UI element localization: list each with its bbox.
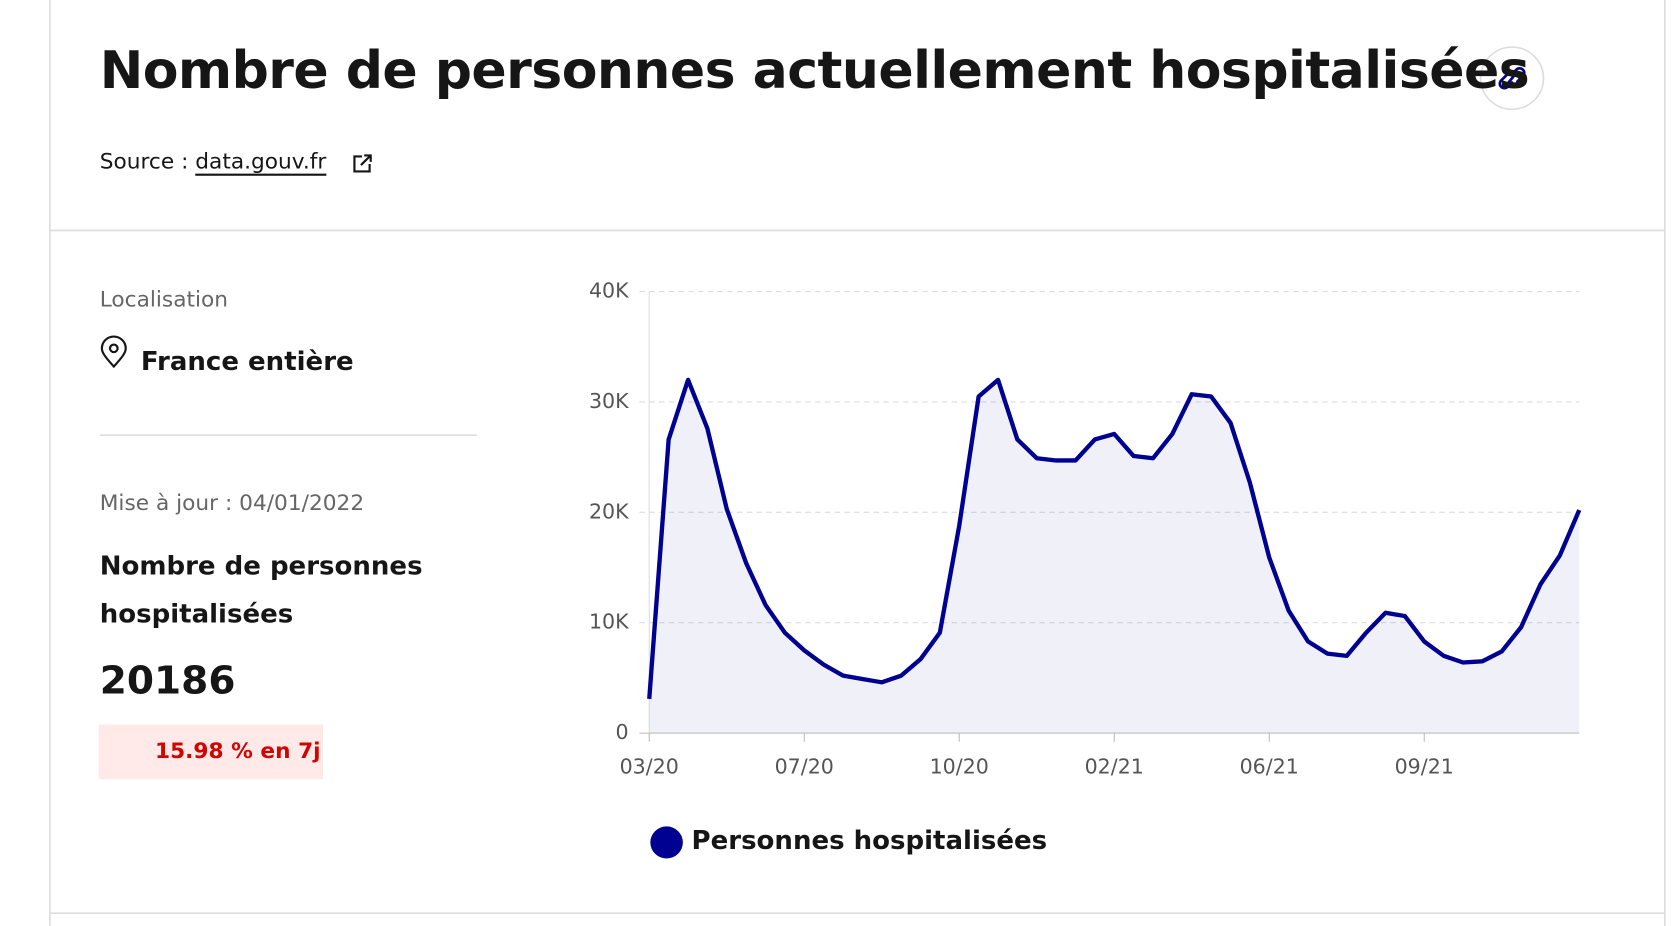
y-tick-label: 40K <box>589 279 629 303</box>
line <box>647 377 1582 700</box>
pin-icon <box>100 335 127 369</box>
x-tick-label: 07/20 <box>775 754 834 778</box>
x-tick-label: 09/21 <box>1395 754 1454 778</box>
trend: 15.98 % en 7j <box>154 737 321 764</box>
source-label: Source : <box>99 147 189 174</box>
y-tick-label: 0 <box>616 720 629 744</box>
indicator-label: Nombre de personnes hospitalisées <box>99 550 423 630</box>
location[interactable]: France entière <box>140 346 354 377</box>
legend-marker <box>650 826 683 859</box>
area <box>649 379 1580 734</box>
source-link[interactable]: data.gouv.fr <box>195 147 327 174</box>
page-title: Nombre de personnes actuellement hospita… <box>99 40 1530 101</box>
y-tick-label: 20K <box>589 499 629 523</box>
x-tick-label: 03/20 <box>620 754 679 778</box>
location-label: Localisation <box>99 286 229 312</box>
indicator-value: 20186 <box>99 659 236 704</box>
y-tick-label: 10K <box>589 610 629 634</box>
trend-badge <box>98 724 324 780</box>
copy-link-button[interactable] <box>1479 46 1545 111</box>
source: Source : data.gouv.fr <box>100 148 327 174</box>
x-tick-label: 06/21 <box>1240 754 1299 778</box>
x-tick-label: 02/21 <box>1085 754 1144 778</box>
update-date: Mise à jour : 04/01/2022 <box>99 489 365 516</box>
external-link-icon <box>353 154 372 173</box>
x-tick-label: 10/20 <box>930 754 989 778</box>
y-tick-label: 30K <box>589 389 629 413</box>
legend-label: Personnes hospitalisées <box>691 825 1048 856</box>
